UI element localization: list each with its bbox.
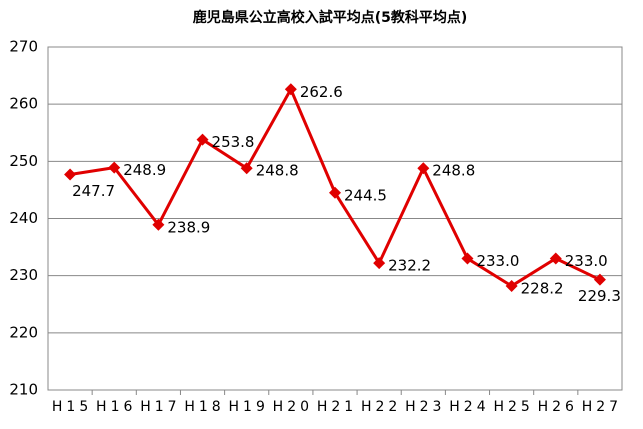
x-tick-label: H25 xyxy=(493,399,533,415)
y-tick-label: 210 xyxy=(9,381,38,399)
data-label: 228.2 xyxy=(521,279,564,297)
data-label: 248.8 xyxy=(256,162,299,180)
marker xyxy=(152,218,165,231)
data-label: 232.2 xyxy=(388,257,431,275)
data-label: 244.5 xyxy=(344,186,387,204)
marker xyxy=(196,133,209,146)
data-label: 229.3 xyxy=(578,287,621,305)
data-label: 248.8 xyxy=(432,162,475,180)
chart-title: 鹿児島県公立高校入試平均点(5教科平均点) xyxy=(192,9,468,26)
x-tick-label: H23 xyxy=(405,399,445,415)
marker xyxy=(64,168,77,181)
marker xyxy=(240,162,253,175)
x-tick-label: H22 xyxy=(361,399,401,415)
marker xyxy=(284,83,297,96)
marker xyxy=(593,273,606,286)
data-label: 248.9 xyxy=(123,161,166,179)
data-label: 233.0 xyxy=(476,252,519,270)
x-tick-label: H21 xyxy=(317,399,357,415)
x-tick-label: H18 xyxy=(184,399,224,415)
plot-border xyxy=(47,46,623,391)
y-tick-label: 260 xyxy=(9,95,38,113)
y-tick-label: 240 xyxy=(9,209,38,227)
data-label: 238.9 xyxy=(167,218,210,236)
data-label: 253.8 xyxy=(212,133,255,151)
data-label: 262.6 xyxy=(300,83,343,101)
marker xyxy=(417,162,430,175)
x-tick-label: H15 xyxy=(52,399,92,415)
x-tick-label: H26 xyxy=(538,399,578,415)
x-tick-label: H27 xyxy=(582,399,622,415)
marker xyxy=(461,252,474,265)
x-tick-label: H17 xyxy=(140,399,180,415)
marker xyxy=(329,186,341,199)
x-tick-label: H20 xyxy=(273,399,313,415)
y-tick-label: 230 xyxy=(9,266,38,284)
data-label: 233.0 xyxy=(565,252,608,270)
data-label: 247.7 xyxy=(72,182,115,200)
x-tick-label: H24 xyxy=(449,399,489,415)
marker xyxy=(108,161,121,174)
y-tick-label: 250 xyxy=(9,152,38,170)
y-tick-label: 270 xyxy=(9,38,38,56)
marker xyxy=(505,279,518,292)
x-tick-label: H16 xyxy=(96,399,136,415)
marker xyxy=(373,257,386,270)
y-tick-label: 220 xyxy=(9,323,38,341)
marker xyxy=(549,252,562,265)
x-tick-label: H19 xyxy=(229,399,269,415)
